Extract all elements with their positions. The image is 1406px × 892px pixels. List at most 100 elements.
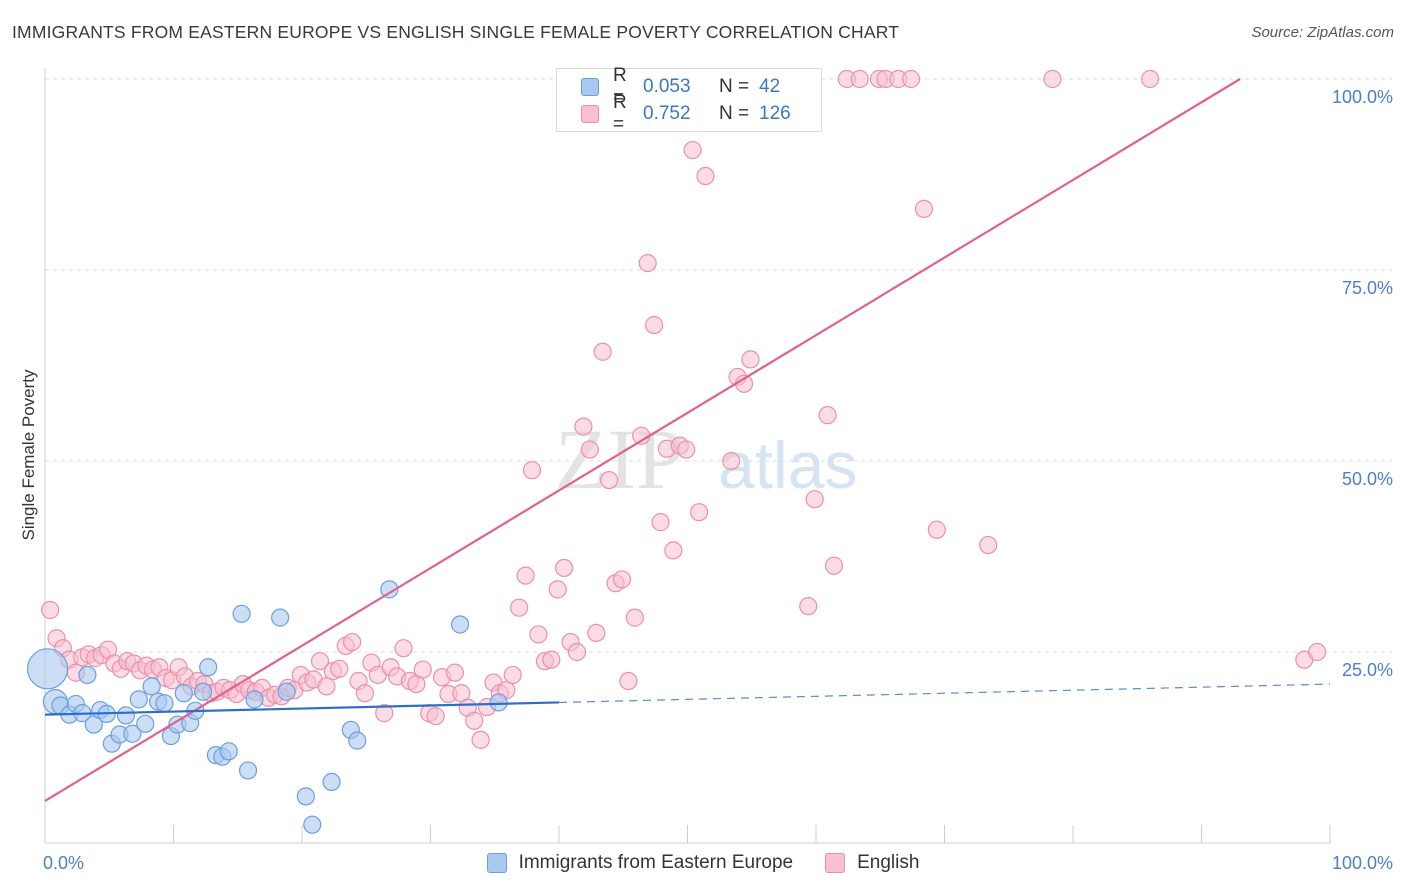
eastern-europe-point [296,787,315,806]
eastern-europe-point [142,677,161,696]
eastern-europe-point [450,615,470,634]
english-point [529,625,548,644]
english-point [317,677,336,696]
eastern-europe-point [489,693,508,712]
english-point [850,69,869,89]
english-point [799,597,818,616]
english-point [355,684,375,703]
eastern-europe-point [129,690,148,709]
english-point [805,490,824,509]
bottom-legend-label-eastern-europe: Immigrants from Eastern Europe [518,852,794,873]
legend-swatch-english [581,105,599,123]
legend-r-value: 0.752 [643,103,691,124]
legend-n-label: N = [719,103,750,124]
english-point [818,406,837,425]
y-tick-label: 25.0% [1342,660,1393,680]
english-point [510,598,529,617]
legend-r-value: 0.053 [643,76,691,97]
eastern-europe-point [245,690,264,709]
eastern-europe-point [380,580,399,599]
english-point [683,140,702,160]
eastern-europe-point [155,694,174,713]
english-point [677,440,696,459]
legend-n-label: N = [719,76,750,97]
english-point [914,199,934,218]
english-point [330,659,349,678]
legend-swatch-eastern-europe [581,78,599,96]
eastern-europe-point [136,714,155,733]
bottom-legend-swatch-eastern-europe [486,853,507,873]
english-point [465,711,484,730]
english-point [574,417,593,436]
eastern-europe-point [271,608,290,627]
watermark: ZIP atlas [555,411,857,507]
bottom-legend-label-english: English [857,852,920,873]
bottom-legend: Immigrants from Eastern Europe English [0,852,1406,874]
english-point [644,315,664,335]
grid-lines [45,78,1392,653]
x-tick-label: 0.0% [43,853,84,873]
english-point [901,69,921,89]
english-point [638,254,657,273]
english-point [587,623,606,643]
eastern-europe-point [174,684,193,703]
english-point [567,642,587,662]
legend-r-label: R = [613,65,627,108]
source-label: Source: ZipAtlas.com [1251,24,1394,41]
english-point [555,558,574,578]
english-point [824,556,844,575]
english-point [471,730,490,749]
english-point [580,440,599,459]
english-point [625,608,644,627]
legend-box: R = 0.053 N = 42 R = 0.752 N = 126 [556,65,822,135]
eastern-europe-point [238,761,258,780]
english-point [548,580,567,599]
x-tick-label: 100.0% [1332,853,1393,873]
english-point [600,471,619,490]
english-point [1308,642,1327,662]
legend-n-value: 126 [759,103,791,124]
trend-lines [44,78,1331,802]
english-point [612,570,632,589]
english-point [375,704,394,723]
english-point [979,535,998,555]
english-point [343,632,362,652]
english-point [1140,69,1160,89]
english-point [722,451,741,471]
english-point [413,660,432,679]
english-point [927,520,946,539]
eastern-europe-point [348,731,367,750]
eastern-europe-point [193,682,213,701]
legend-r-label: R = [613,92,627,135]
eastern-europe-point [232,604,251,623]
english-point [516,566,535,585]
eastern-europe-point [26,648,69,690]
eastern-europe-point [116,706,136,725]
english-point [696,166,715,186]
y-tick-label: 100.0% [1332,87,1393,107]
english-point [426,707,445,726]
y-axis-label: Single Female Poverty [19,369,38,541]
english-points [41,69,1327,749]
english-point [741,350,760,369]
english-point [1043,69,1062,89]
eastern-europe-point [219,742,238,761]
y-tick-label: 50.0% [1342,469,1393,489]
english-point [593,342,612,361]
bottom-legend-swatch-english [825,853,846,873]
eastern-europe-point [303,815,322,834]
english-point [651,513,670,532]
bottom-legend-eastern-europe[interactable]: Immigrants from Eastern Europe [486,852,794,874]
eastern-europe-point [123,724,142,743]
english-point [522,461,542,480]
bottom-legend-english[interactable]: English [825,852,919,874]
eastern-europe-point [78,665,97,685]
english-point [394,639,413,658]
english-trend-line [44,78,1241,802]
english-point [445,663,465,682]
english-point [619,671,638,691]
eastern-europe-point [277,682,296,701]
english-point [542,650,561,669]
english-point [41,600,60,620]
